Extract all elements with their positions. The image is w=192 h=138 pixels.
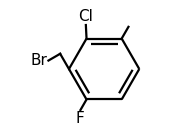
Text: F: F	[75, 111, 84, 126]
Text: Cl: Cl	[78, 9, 93, 24]
Text: Br: Br	[31, 53, 48, 68]
